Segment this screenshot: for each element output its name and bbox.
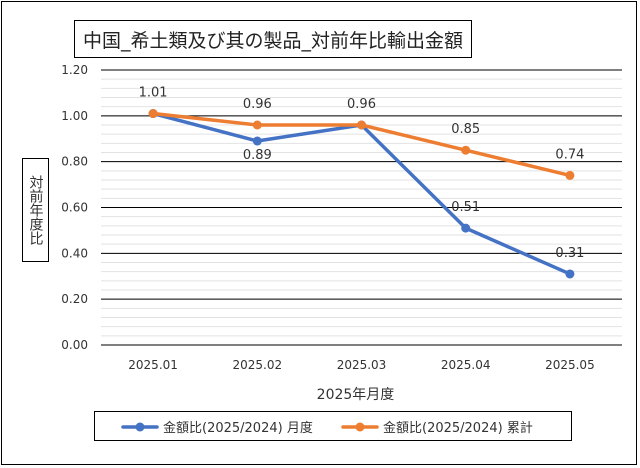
x-tick-label: 2025.03	[337, 358, 387, 372]
legend-marker	[135, 422, 145, 432]
y-tick-label: 0.20	[61, 292, 88, 306]
data-point	[148, 109, 158, 119]
data-point	[357, 120, 366, 130]
y-axis-label-box: 対前年度比	[22, 158, 49, 262]
legend-label: 金額比(2025/2024) 月度	[163, 420, 313, 436]
data-label: 0.31	[555, 246, 584, 261]
series-line	[151, 111, 572, 276]
data-point	[252, 136, 262, 146]
data-label: 1.01	[139, 86, 168, 101]
data-point	[252, 120, 262, 130]
x-tick-label: 2025.02	[232, 358, 282, 372]
data-point	[461, 223, 471, 233]
y-tick-label: 0.40	[61, 246, 88, 260]
chart-title-box: 中国_希土類及び其の製品_対前年比輸出金額	[74, 20, 473, 58]
y-axis-label: 対前年度比	[27, 175, 44, 245]
legend-items: 金額比(2025/2024) 月度 金額比(2025/2024) 累計	[121, 420, 533, 436]
data-point	[461, 145, 471, 155]
x-tick-label: 2025.04	[441, 358, 491, 372]
y-tick-label: 0.00	[61, 338, 88, 352]
y-tick-label: 1.00	[61, 109, 88, 123]
data-label: 0.89	[243, 148, 272, 163]
y-tick-label: 0.80	[61, 155, 88, 169]
data-label: 0.96	[243, 97, 272, 112]
data-label: 0.85	[451, 122, 480, 137]
data-label: 0.51	[451, 200, 480, 215]
x-tick-label: 2025.05	[545, 358, 595, 372]
data-label: 0.74	[555, 147, 584, 162]
data-label: 0.96	[347, 97, 376, 112]
legend: 金額比(2025/2024) 月度 金額比(2025/2024) 累計	[94, 411, 572, 441]
legend-marker	[355, 422, 365, 432]
chart-title: 中国_希土類及び其の製品_対前年比輸出金額	[83, 29, 464, 52]
data-point	[565, 269, 575, 279]
data-point	[565, 170, 575, 180]
y-tick-label: 1.20	[61, 63, 88, 77]
x-axis-label: 2025年月度	[317, 387, 395, 403]
x-tick-label: 2025.01	[128, 358, 178, 372]
y-tick-label: 0.60	[61, 201, 88, 215]
legend-label: 金額比(2025/2024) 累計	[383, 420, 533, 436]
